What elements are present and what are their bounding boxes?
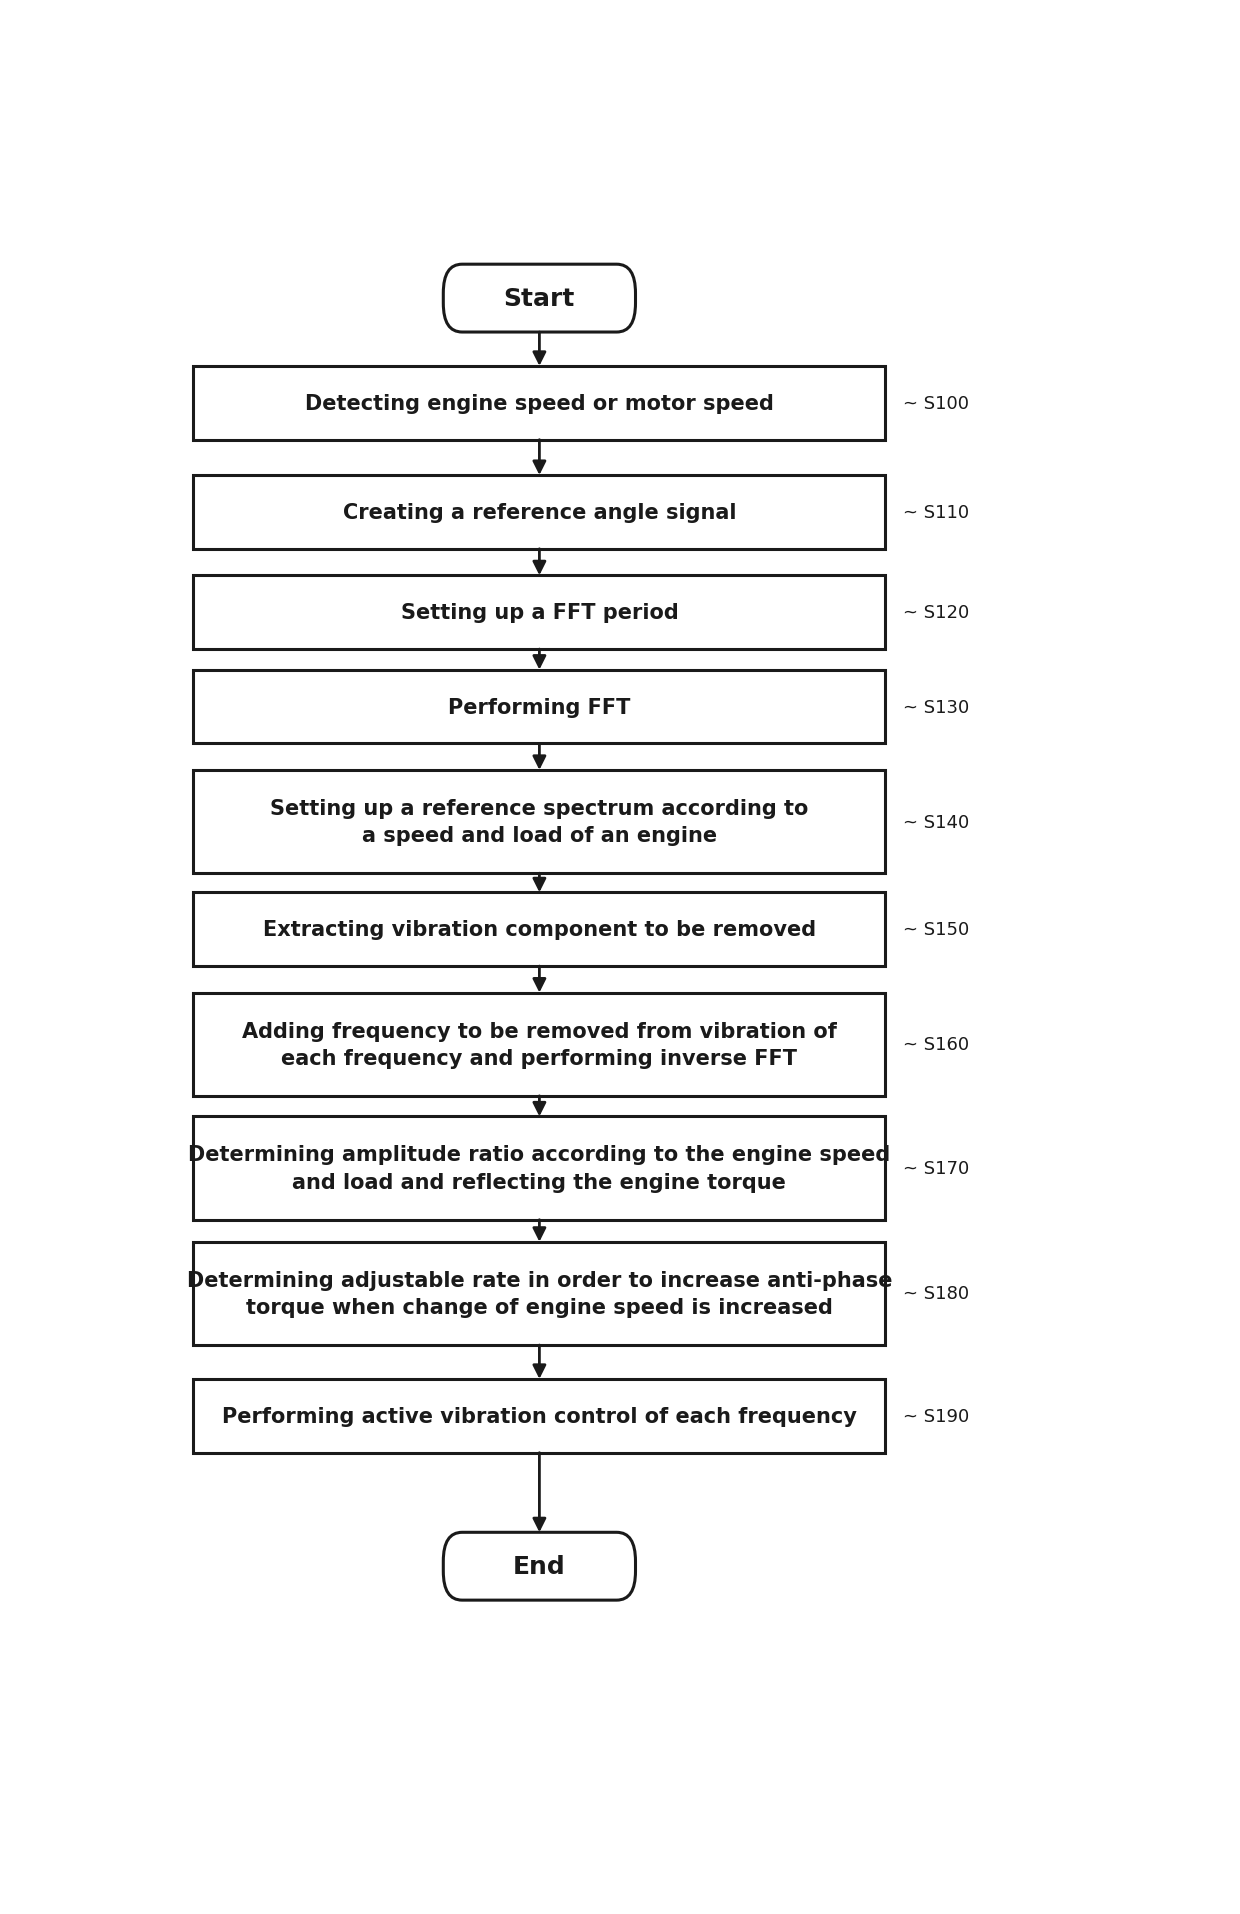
Text: ~ S130: ~ S130 bbox=[903, 699, 968, 716]
FancyBboxPatch shape bbox=[193, 1118, 885, 1219]
Text: Determining adjustable rate in order to increase anti-phase
torque when change o: Determining adjustable rate in order to … bbox=[187, 1271, 892, 1317]
Text: Setting up a FFT period: Setting up a FFT period bbox=[401, 603, 678, 622]
Text: ~ S100: ~ S100 bbox=[903, 394, 968, 413]
Text: ~ S110: ~ S110 bbox=[903, 503, 968, 523]
Text: ~ S190: ~ S190 bbox=[903, 1407, 968, 1426]
FancyBboxPatch shape bbox=[193, 993, 885, 1097]
FancyBboxPatch shape bbox=[193, 576, 885, 649]
FancyBboxPatch shape bbox=[193, 367, 885, 440]
FancyBboxPatch shape bbox=[444, 1533, 635, 1600]
Text: ~ S120: ~ S120 bbox=[903, 605, 968, 622]
Text: ~ S180: ~ S180 bbox=[903, 1284, 968, 1303]
FancyBboxPatch shape bbox=[193, 771, 885, 873]
FancyBboxPatch shape bbox=[193, 1380, 885, 1453]
FancyBboxPatch shape bbox=[193, 477, 885, 549]
Text: Determining amplitude ratio according to the engine speed
and load and reflectin: Determining amplitude ratio according to… bbox=[188, 1145, 890, 1192]
Text: ~ S150: ~ S150 bbox=[903, 921, 968, 938]
Text: Start: Start bbox=[503, 287, 575, 310]
Text: Performing active vibration control of each frequency: Performing active vibration control of e… bbox=[222, 1407, 857, 1426]
Text: Setting up a reference spectrum according to
a speed and load of an engine: Setting up a reference spectrum accordin… bbox=[270, 798, 808, 846]
Text: End: End bbox=[513, 1554, 565, 1579]
FancyBboxPatch shape bbox=[444, 264, 635, 333]
FancyBboxPatch shape bbox=[193, 670, 885, 745]
Text: Detecting engine speed or motor speed: Detecting engine speed or motor speed bbox=[305, 394, 774, 413]
Text: ~ S160: ~ S160 bbox=[903, 1035, 968, 1055]
Text: Adding frequency to be removed from vibration of
each frequency and performing i: Adding frequency to be removed from vibr… bbox=[242, 1020, 837, 1068]
Text: ~ S170: ~ S170 bbox=[903, 1160, 968, 1177]
Text: Creating a reference angle signal: Creating a reference angle signal bbox=[342, 503, 737, 523]
Text: Extracting vibration component to be removed: Extracting vibration component to be rem… bbox=[263, 921, 816, 940]
Text: Performing FFT: Performing FFT bbox=[448, 697, 631, 718]
FancyBboxPatch shape bbox=[193, 1242, 885, 1346]
Text: ~ S140: ~ S140 bbox=[903, 813, 968, 831]
FancyBboxPatch shape bbox=[193, 892, 885, 967]
